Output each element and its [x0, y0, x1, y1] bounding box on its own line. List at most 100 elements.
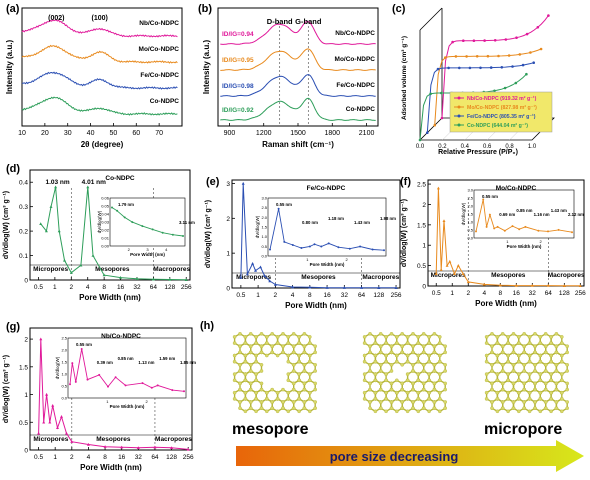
inset-y-tick-label: 0.0 [467, 236, 473, 241]
carbon-atom [307, 372, 312, 376]
carbon-atom [373, 409, 378, 414]
isotherm-point-c [451, 40, 454, 44]
y-tick-label: 2.5 [417, 182, 426, 189]
carbon-atom [270, 400, 275, 404]
carbon-atom [254, 359, 258, 364]
inset-point [74, 380, 77, 383]
x-tick-label: 64 [151, 454, 159, 461]
legend-entry-c: Fe/Co-NDPC (805.35 m² g⁻¹) [467, 114, 536, 120]
series-line-b [220, 74, 376, 97]
inset-x-tick-label: 2 [146, 399, 149, 404]
inset-point [283, 240, 286, 243]
inset-point [183, 390, 185, 393]
region-label: Micropores [33, 266, 68, 273]
carbon-atom [427, 341, 431, 345]
carbon-atom [506, 397, 510, 401]
carbon-atom [549, 390, 553, 395]
carbon-atom [264, 353, 269, 358]
x-axis-label: Pore Width (nm) [79, 293, 141, 302]
isotherm-point-c [532, 61, 535, 64]
carbon-atom [384, 372, 388, 376]
carbon-atom [421, 331, 426, 336]
x-tick-label-c: 1.0 [528, 144, 537, 150]
carbon-atom [549, 397, 553, 401]
carbon-atom [421, 387, 426, 392]
psd-point [48, 420, 52, 424]
carbon-atom [416, 353, 421, 358]
panel-label-b: (b) [198, 3, 212, 15]
carbon-atom [511, 369, 516, 373]
isotherm-point-c [500, 66, 504, 69]
carbon-atom [500, 406, 505, 411]
carbon-atom [368, 387, 372, 392]
psd-point [39, 337, 43, 341]
series-group-b: ID/IG=0.94 Nb/Co-NDPC ID/IG=0.95 Mo/Co-NDPC… [220, 20, 376, 121]
psd-point [49, 205, 53, 208]
carbon-atom [560, 397, 564, 401]
carbon-atom [443, 344, 448, 349]
inset-point [141, 225, 144, 228]
carbon-atom [297, 409, 301, 414]
carbon-atom [560, 372, 564, 376]
carbon-atom [543, 406, 548, 411]
carbon-atom [506, 390, 510, 395]
hexagon-ring [293, 398, 306, 413]
isotherm-point-c [525, 32, 529, 36]
x-tick-label: 128 [166, 454, 177, 461]
carbon-atom [362, 378, 367, 383]
carbon-atom [307, 397, 312, 401]
carbon-atom [400, 350, 405, 355]
carbon-atom [522, 381, 527, 386]
series-line-a [21, 19, 178, 38]
inset-frame [109, 197, 186, 247]
carbon-atom [543, 387, 548, 392]
carbon-atom [527, 390, 532, 395]
inset-point [156, 384, 159, 387]
carbon-atom [243, 359, 248, 364]
inset-y-tick-label: 0.06 [101, 196, 110, 201]
y-tick-label: 1.5 [417, 222, 426, 229]
carbon-atom [313, 387, 318, 392]
carbon-atom [484, 372, 489, 376]
series-label-a: Fe/Co-NDPC [140, 72, 179, 79]
x-tick-label-a: 20 [41, 130, 49, 137]
band-label-b: G-band [295, 17, 322, 26]
hexagon-ring [555, 398, 568, 413]
carbon-atom [384, 353, 388, 358]
x-tick-label: 128 [373, 292, 384, 299]
carbon-atom [533, 344, 537, 349]
graphene-lattice-micropore [484, 331, 570, 414]
carbon-atom [270, 350, 275, 355]
carbon-atom [506, 341, 510, 345]
hexagon-ring [369, 398, 382, 413]
carbon-atom [411, 369, 415, 373]
carbon-atom [291, 387, 296, 392]
axes-frame [231, 179, 401, 289]
carbon-atom [302, 387, 307, 392]
carbon-atom [411, 331, 415, 336]
hexagon-ring [271, 342, 284, 357]
y-tick-label: 2 [24, 337, 28, 344]
hexagon-ring [390, 398, 403, 413]
carbon-atom [313, 381, 318, 386]
carbon-atom [500, 381, 505, 386]
series-line-b [220, 97, 376, 121]
inset-point [182, 235, 184, 237]
x-tick-label: 8 [308, 292, 312, 299]
x-tick-label-b: 1200 [256, 130, 272, 137]
carbon-atom [527, 378, 532, 383]
inset-x-tick-label: 2 [540, 239, 543, 244]
inset-x-tick-label: 2 [346, 257, 349, 262]
inset-line [69, 348, 185, 392]
carbon-atom [307, 353, 312, 358]
carbon-atom [490, 331, 494, 336]
inset-point [171, 389, 174, 392]
psd-point [360, 286, 364, 289]
series-label-a: Co-NDPC [150, 98, 180, 105]
inset-point [571, 231, 573, 234]
carbon-atom [554, 406, 559, 411]
x-tick-label: 16 [118, 454, 126, 461]
psd-point [453, 272, 456, 275]
carbon-atom [416, 409, 421, 414]
psd-point [184, 278, 188, 281]
